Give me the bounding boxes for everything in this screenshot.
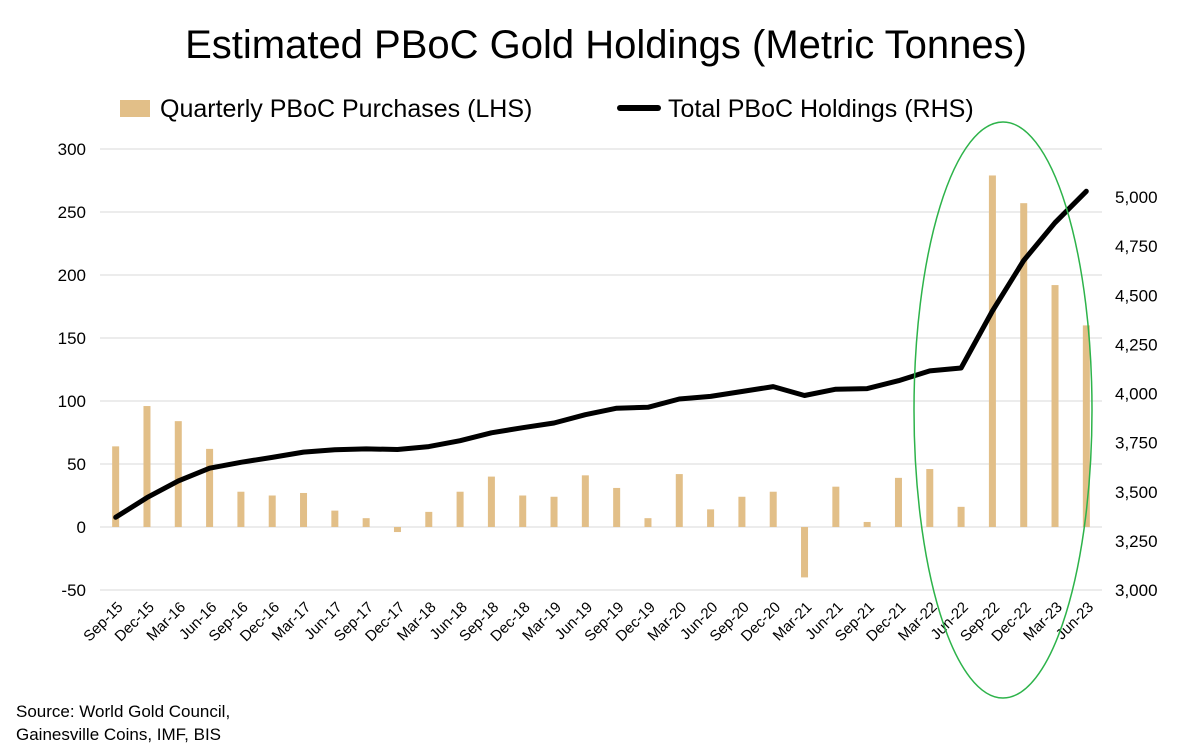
bar [174, 421, 182, 527]
bar [112, 446, 120, 527]
gridlines [100, 148, 1102, 591]
bar [769, 491, 777, 527]
bar [675, 474, 683, 527]
y-right-tick-label: 3,500 [1115, 483, 1158, 502]
bar [863, 521, 871, 527]
y-right-tick-label: 4,750 [1115, 237, 1158, 256]
bar [237, 491, 245, 527]
bar [268, 495, 276, 527]
legend-label-bars: Quarterly PBoC Purchases (LHS) [160, 95, 532, 123]
y-right-tick-label: 3,250 [1115, 532, 1158, 551]
bar [300, 492, 308, 527]
bar [988, 175, 996, 527]
bar [206, 448, 214, 527]
chart-title: Estimated PBoC Gold Holdings (Metric Ton… [185, 23, 1027, 67]
bar [894, 477, 902, 527]
bar [362, 518, 370, 527]
bar [456, 491, 464, 527]
bar [143, 406, 151, 527]
y-left-tick-label: 150 [58, 329, 86, 348]
y-left-tick-label: 250 [58, 203, 86, 222]
legend-label-line: Total PBoC Holdings (RHS) [668, 95, 974, 123]
bar [550, 496, 558, 527]
bar [1051, 285, 1059, 527]
bar [1082, 325, 1090, 527]
y-right-tick-label: 5,000 [1115, 188, 1158, 207]
bar [1020, 203, 1028, 527]
y-axis-left: -50 0 50 100 150 200 250 300 [58, 140, 86, 600]
source-line-2: Gainesville Coins, IMF, BIS [16, 725, 222, 744]
y-right-tick-label: 3,750 [1115, 434, 1158, 453]
y-right-tick-label: 4,000 [1115, 385, 1158, 404]
bar [738, 496, 746, 527]
bar [926, 469, 934, 527]
y-left-tick-label: 200 [58, 266, 86, 285]
bar [613, 487, 621, 527]
bar [644, 518, 652, 527]
y-left-tick-label: 0 [77, 518, 86, 537]
source-line-1: Source: World Gold Council, [16, 702, 231, 721]
bar [832, 486, 840, 527]
line-series [113, 188, 1089, 520]
y-right-tick-label: 4,500 [1115, 286, 1158, 305]
bar [487, 476, 495, 527]
bar [801, 527, 809, 578]
total-holdings-line [113, 188, 1089, 520]
y-right-tick-label: 4,250 [1115, 335, 1158, 354]
bar [425, 511, 433, 527]
highlight-ellipse [913, 121, 1093, 699]
bar [331, 510, 339, 527]
y-right-tick-label: 3,000 [1115, 581, 1158, 600]
y-left-tick-label: 50 [67, 455, 86, 474]
x-axis: Sep-15Dec-15Mar-16Jun-16Sep-16Dec-16Mar-… [80, 599, 1097, 645]
y-left-tick-label: 300 [58, 140, 86, 159]
bar [519, 495, 527, 527]
y-left-tick-label: 100 [58, 392, 86, 411]
bar-series [112, 175, 1090, 578]
y-axis-right: 3,000 3,250 3,500 3,750 4,000 4,250 4,500 4,750… [1115, 188, 1158, 600]
legend-swatch-bars [120, 100, 150, 117]
bar [393, 527, 401, 533]
y-left-tick-label: -50 [61, 581, 86, 600]
bar [581, 475, 589, 527]
legend: Quarterly PBoC Purchases (LHS) Total PBo… [120, 95, 974, 123]
bar [707, 509, 715, 527]
source-note: Source: World Gold Council, Gainesville … [16, 700, 230, 746]
bar [957, 506, 965, 527]
